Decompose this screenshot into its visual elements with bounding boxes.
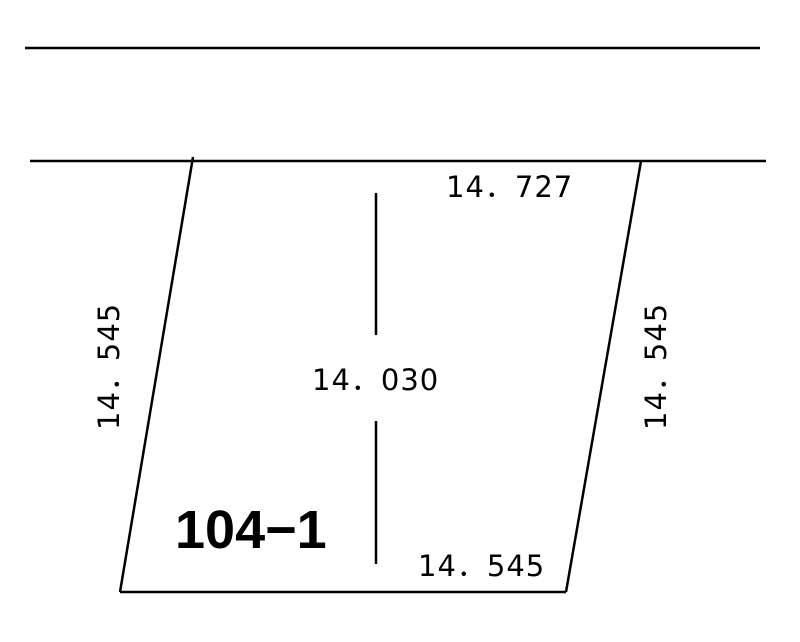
dimension-top: 14．727 — [446, 170, 573, 204]
lot-boundary-left — [118, 156, 195, 593]
lot-number: 104−1 — [175, 500, 327, 560]
dimension-left: 14．545 — [92, 303, 126, 430]
dimension-right: 14．545 — [639, 303, 673, 430]
dimension-center: 14．030 — [312, 363, 439, 397]
dimension-bottom: 14．545 — [418, 549, 545, 583]
lot-boundary-right — [564, 160, 643, 593]
